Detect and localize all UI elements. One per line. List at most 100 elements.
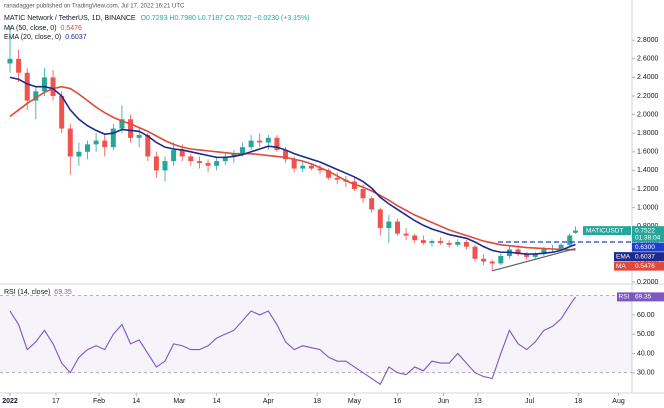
candle-body <box>188 156 194 162</box>
x-tick-label: 18 <box>313 398 321 405</box>
candle-body <box>395 221 400 234</box>
candle-body <box>524 254 530 257</box>
candle-body <box>240 147 245 154</box>
y-tick-label: 2.2000 <box>637 93 659 100</box>
candle-body <box>412 235 418 241</box>
rsi-value-tag <box>632 292 664 302</box>
candle-body <box>472 246 478 259</box>
rsi-legend-value: 69.35 <box>54 289 72 296</box>
candle-body <box>377 209 383 229</box>
candle-body <box>196 161 202 163</box>
candle-body <box>257 140 263 143</box>
candle-body <box>33 91 39 101</box>
y-tick-label: 2.4000 <box>637 74 659 81</box>
candle-body <box>67 128 73 157</box>
candle-body <box>334 177 340 180</box>
candle-body <box>110 128 116 148</box>
last-price-label: 0.7522 <box>635 227 655 234</box>
x-tick-label: Feb <box>93 398 105 405</box>
candle-body <box>403 233 409 236</box>
candle-body <box>369 198 375 210</box>
x-tick-label: Jul <box>525 398 534 405</box>
candle-body <box>222 156 228 162</box>
candle-body <box>283 149 289 160</box>
candle-body <box>463 242 469 247</box>
candle-body <box>515 249 521 255</box>
candle-body <box>85 144 90 152</box>
y-tick-label: 2.8000 <box>637 37 659 44</box>
x-tick-label: Jun <box>438 398 449 405</box>
x-tick-label: 16 <box>394 398 402 405</box>
candle-body <box>558 244 564 249</box>
x-tick-label: Aug <box>612 398 625 405</box>
candle-body <box>386 221 392 229</box>
candle-body <box>498 255 504 264</box>
candle-body <box>317 168 323 171</box>
rsi-y-tick-label: 40.00 <box>637 350 655 357</box>
ema-legend: EMA (20, close, 0) 0.6037 <box>4 34 87 41</box>
x-tick-label: May <box>348 398 362 405</box>
candle-body <box>446 242 452 245</box>
candle-body <box>567 235 573 245</box>
x-tick-label: 14 <box>213 398 221 405</box>
candle-body <box>429 241 435 243</box>
ma-name-label: MA <box>616 263 626 270</box>
candle-body <box>248 140 254 148</box>
x-tick-label: Apr <box>263 398 275 405</box>
candle-body <box>59 96 65 129</box>
candle-body <box>308 165 314 169</box>
ema-value-tag <box>632 252 664 262</box>
candle-body <box>360 189 366 199</box>
candle-body <box>41 77 47 92</box>
rsi-band <box>0 295 632 373</box>
resistance-value-label: 0.6300 <box>635 244 655 251</box>
candle-body <box>455 242 461 245</box>
candle-body <box>420 240 426 243</box>
candle-body <box>489 261 495 264</box>
candle-body <box>76 151 82 157</box>
candle-body <box>351 181 357 189</box>
x-tick-label: 14 <box>132 398 140 405</box>
candle-body <box>532 254 538 257</box>
y-tick-label: 2.6000 <box>637 56 659 63</box>
candle-body <box>50 77 56 96</box>
ma-name-tag <box>614 261 632 271</box>
moving-average-line <box>9 76 576 255</box>
ma-value-label: 0.5476 <box>635 263 655 270</box>
x-tick-label: 13 <box>474 398 482 405</box>
candle-body <box>128 119 134 138</box>
rsi-legend: RSI (14, close) 69.35 <box>4 289 72 296</box>
candle-body <box>541 249 547 255</box>
candle-body <box>93 140 99 145</box>
y-tick-label: 1.6000 <box>637 149 659 156</box>
rsi-y-tick-label: 60.00 <box>637 312 655 319</box>
x-tick-label: Mar <box>173 398 186 405</box>
candle-body <box>145 135 151 157</box>
chart-title: MATIC Network / TetherUS, 1D, BINANCE O0.… <box>4 15 310 22</box>
y-tick-label: 1.4000 <box>637 167 659 174</box>
candle-body <box>205 162 211 166</box>
ma-legend: MA (50, close, 0) 0.5476 <box>4 25 82 32</box>
x-tick-label: 18 <box>574 398 582 405</box>
ema-legend-name: EMA (20, close, 0) <box>4 34 61 41</box>
symbol-tag <box>583 226 631 236</box>
x-tick-label: 2022 <box>2 398 18 405</box>
published-note: ranadagger published on TradingView.com,… <box>4 4 185 10</box>
candle-body <box>214 161 220 166</box>
rsi-y-tick-label: 30.00 <box>637 370 655 377</box>
candle-body <box>119 119 125 129</box>
candle-body <box>291 159 297 169</box>
moving-average-line <box>9 85 576 251</box>
rsi-name-label: RSI <box>619 294 630 301</box>
symbol-title: MATIC Network / TetherUS, 1D, BINANCE <box>4 15 136 22</box>
ma-value-tag <box>632 261 664 271</box>
symbol-tag-label: MATICUSDT <box>586 227 623 234</box>
ema-legend-value: 0.6037 <box>65 34 87 41</box>
candle-body <box>7 58 13 64</box>
resistance-value-tag <box>632 242 664 252</box>
candle-body <box>572 230 578 233</box>
y-tick-label: 1.0000 <box>637 204 659 211</box>
y-tick-label: 0.2000 <box>637 279 659 286</box>
ohlc-legend: O0.7293 H0.7980 L0.7187 C0.7522 −0.0230 … <box>141 15 310 22</box>
